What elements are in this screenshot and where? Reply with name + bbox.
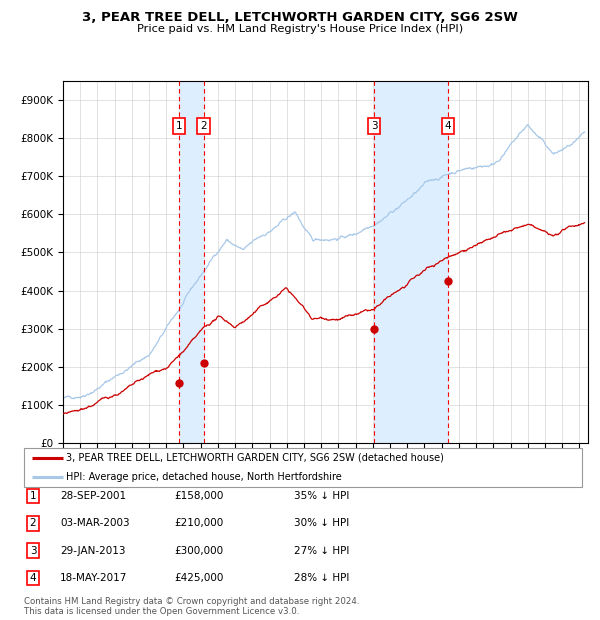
Text: 1: 1 <box>29 491 37 501</box>
Text: 4: 4 <box>29 573 37 583</box>
Text: 28-SEP-2001: 28-SEP-2001 <box>60 491 126 501</box>
Text: 3: 3 <box>29 546 37 556</box>
Text: Price paid vs. HM Land Registry's House Price Index (HPI): Price paid vs. HM Land Registry's House … <box>137 24 463 33</box>
Bar <box>374 81 448 443</box>
Text: £300,000: £300,000 <box>174 546 223 556</box>
Text: 18-MAY-2017: 18-MAY-2017 <box>60 573 127 583</box>
Text: 29-JAN-2013: 29-JAN-2013 <box>60 546 125 556</box>
Text: 3: 3 <box>371 122 377 131</box>
Text: 28% ↓ HPI: 28% ↓ HPI <box>294 573 349 583</box>
Text: 1: 1 <box>176 122 182 131</box>
Text: Contains HM Land Registry data © Crown copyright and database right 2024.
This d: Contains HM Land Registry data © Crown c… <box>24 597 359 616</box>
Text: 03-MAR-2003: 03-MAR-2003 <box>60 518 130 528</box>
Text: 27% ↓ HPI: 27% ↓ HPI <box>294 546 349 556</box>
Text: £158,000: £158,000 <box>174 491 223 501</box>
Text: £210,000: £210,000 <box>174 518 223 528</box>
Text: 3, PEAR TREE DELL, LETCHWORTH GARDEN CITY, SG6 2SW (detached house): 3, PEAR TREE DELL, LETCHWORTH GARDEN CIT… <box>66 453 444 463</box>
Text: 35% ↓ HPI: 35% ↓ HPI <box>294 491 349 501</box>
FancyBboxPatch shape <box>24 448 582 487</box>
Text: 30% ↓ HPI: 30% ↓ HPI <box>294 518 349 528</box>
Text: 3, PEAR TREE DELL, LETCHWORTH GARDEN CITY, SG6 2SW: 3, PEAR TREE DELL, LETCHWORTH GARDEN CIT… <box>82 11 518 24</box>
Bar <box>179 81 203 443</box>
Text: HPI: Average price, detached house, North Hertfordshire: HPI: Average price, detached house, Nort… <box>66 472 341 482</box>
Text: £425,000: £425,000 <box>174 573 223 583</box>
Text: 2: 2 <box>200 122 207 131</box>
Text: 2: 2 <box>29 518 37 528</box>
Text: 4: 4 <box>445 122 452 131</box>
